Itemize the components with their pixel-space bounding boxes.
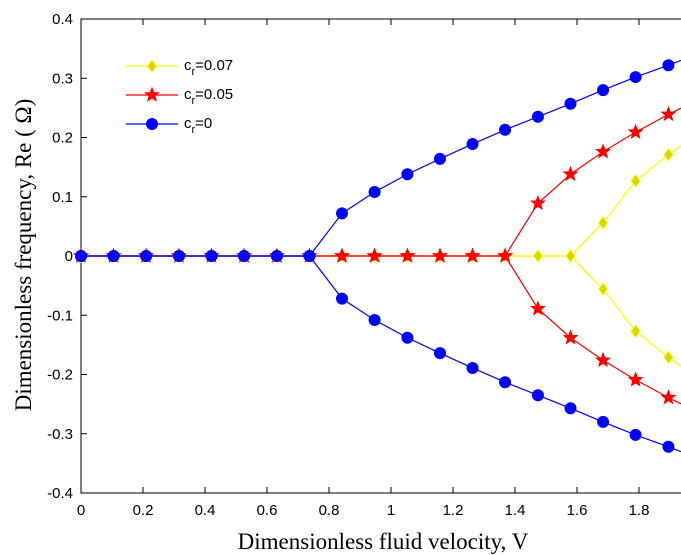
- data-point-star: [366, 247, 383, 263]
- data-point-diamond: [663, 147, 674, 162]
- x-tick-label: 1.8: [629, 502, 650, 519]
- data-point-star: [627, 371, 644, 387]
- y-tick-label: 0.2: [52, 130, 73, 147]
- data-point-circle: [401, 331, 414, 344]
- data-point-diamond: [597, 215, 609, 230]
- legend-label-main: c: [184, 57, 192, 74]
- data-point-circle: [140, 250, 153, 262]
- data-point-circle: [368, 186, 381, 199]
- data-point-circle: [270, 250, 283, 262]
- y-tick-label: -0.1: [47, 307, 73, 324]
- data-point-circle: [629, 428, 642, 441]
- legend-label-value: =0.07: [195, 57, 233, 74]
- data-point-circle: [336, 292, 349, 305]
- y-tick-label: -0.2: [47, 367, 73, 384]
- y-tick-label: 0: [65, 248, 73, 265]
- data-point-star: [595, 351, 612, 368]
- data-point-circle: [433, 347, 446, 360]
- data-point-diamond: [597, 282, 609, 297]
- x-tick-label: 0.4: [195, 502, 216, 519]
- data-point-star: [497, 247, 514, 263]
- data-point-circle: [597, 415, 610, 428]
- y-axis-label: Dimensionless frequency, Re ( Ω): [11, 99, 36, 412]
- legend-label-subscript: r: [192, 124, 196, 136]
- legend-marker-star: [144, 86, 160, 102]
- data-point-circle: [466, 138, 479, 151]
- legend-label-value: =0: [195, 115, 212, 132]
- data-point-circle: [336, 207, 349, 220]
- data-point-circle: [531, 110, 544, 123]
- data-point-circle: [75, 250, 87, 262]
- data-point-star: [660, 389, 677, 405]
- x-tick-label: 1.2: [443, 502, 464, 519]
- y-tick-label: 0.4: [52, 11, 73, 28]
- data-point-diamond: [630, 324, 641, 339]
- series-layer: [73, 59, 681, 453]
- x-axis-label: Dimensionless fluid velocity, V: [238, 529, 529, 554]
- x-tick-label: 1: [387, 502, 395, 519]
- data-point-circle: [531, 389, 544, 402]
- series-circle: [75, 59, 681, 453]
- data-point-circle: [564, 97, 577, 110]
- data-point-diamond: [565, 249, 576, 263]
- legend-label-subscript: r: [192, 66, 196, 78]
- data-point-circle: [303, 250, 316, 262]
- data-point-star: [660, 105, 677, 122]
- data-point-circle: [205, 250, 218, 262]
- legend-label: cr=0.07: [184, 57, 233, 78]
- legend-label-main: c: [184, 115, 192, 132]
- y-tick-label: -0.3: [47, 426, 73, 443]
- data-point-diamond: [663, 350, 674, 365]
- data-point-star: [334, 247, 351, 263]
- data-point-circle: [172, 250, 185, 262]
- data-point-star: [562, 329, 579, 345]
- legend-item: cr=0.07: [126, 57, 233, 78]
- legend-marker-circle: [146, 118, 158, 130]
- data-point-circle: [499, 376, 512, 389]
- y-tick-label: -0.4: [47, 485, 73, 502]
- data-point-circle: [238, 250, 251, 262]
- x-tick-label: 0.6: [257, 502, 278, 519]
- data-point-star: [595, 143, 612, 159]
- legend-item: cr=0.05: [126, 86, 233, 107]
- data-point-star: [562, 165, 579, 182]
- data-point-circle: [564, 402, 577, 415]
- data-point-star: [431, 247, 448, 263]
- y-tick-label: 0.1: [52, 189, 73, 206]
- data-point-star: [529, 194, 546, 211]
- legend-label-subscript: r: [192, 95, 196, 107]
- data-point-circle: [499, 123, 512, 136]
- x-tick-label: 0.8: [319, 502, 340, 519]
- data-point-circle: [401, 168, 414, 181]
- x-tick-label: 0: [77, 502, 85, 519]
- x-tick-label: 1.4: [505, 502, 526, 519]
- data-point-circle: [629, 71, 642, 84]
- tick-labels: 00.20.40.60.811.21.41.61.82-0.4-0.3-0.2-…: [47, 11, 650, 519]
- legend-label-main: c: [184, 86, 192, 103]
- data-point-star: [464, 247, 481, 263]
- data-point-circle: [368, 313, 381, 326]
- data-point-star: [627, 123, 644, 139]
- x-tick-label: 1.6: [567, 502, 588, 519]
- data-point-circle: [662, 59, 675, 72]
- data-point-diamond: [630, 173, 641, 188]
- data-point-circle: [107, 250, 120, 262]
- data-point-circle: [597, 84, 610, 97]
- data-point-star: [529, 300, 546, 316]
- legend-marker-diamond: [146, 59, 158, 73]
- legend-label: cr=0.05: [184, 86, 233, 107]
- data-point-circle: [433, 152, 446, 165]
- x-tick-label: 0.2: [133, 502, 154, 519]
- data-point-star: [399, 247, 416, 263]
- data-point-circle: [662, 440, 675, 453]
- legend-item: cr=0: [126, 115, 212, 136]
- y-tick-label: 0.3: [52, 70, 73, 87]
- legend-label: cr=0: [184, 115, 212, 136]
- data-point-diamond: [532, 249, 544, 263]
- legend-label-value: =0.05: [195, 86, 233, 103]
- data-point-circle: [466, 361, 479, 374]
